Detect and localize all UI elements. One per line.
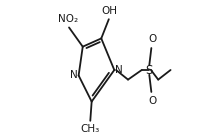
Text: NO₂: NO₂: [58, 14, 78, 24]
Text: S: S: [146, 64, 153, 76]
Text: OH: OH: [101, 6, 118, 17]
Text: CH₃: CH₃: [81, 123, 100, 134]
Text: O: O: [149, 96, 157, 106]
Text: N: N: [70, 70, 78, 80]
Text: O: O: [149, 34, 157, 44]
Text: N: N: [115, 65, 123, 75]
